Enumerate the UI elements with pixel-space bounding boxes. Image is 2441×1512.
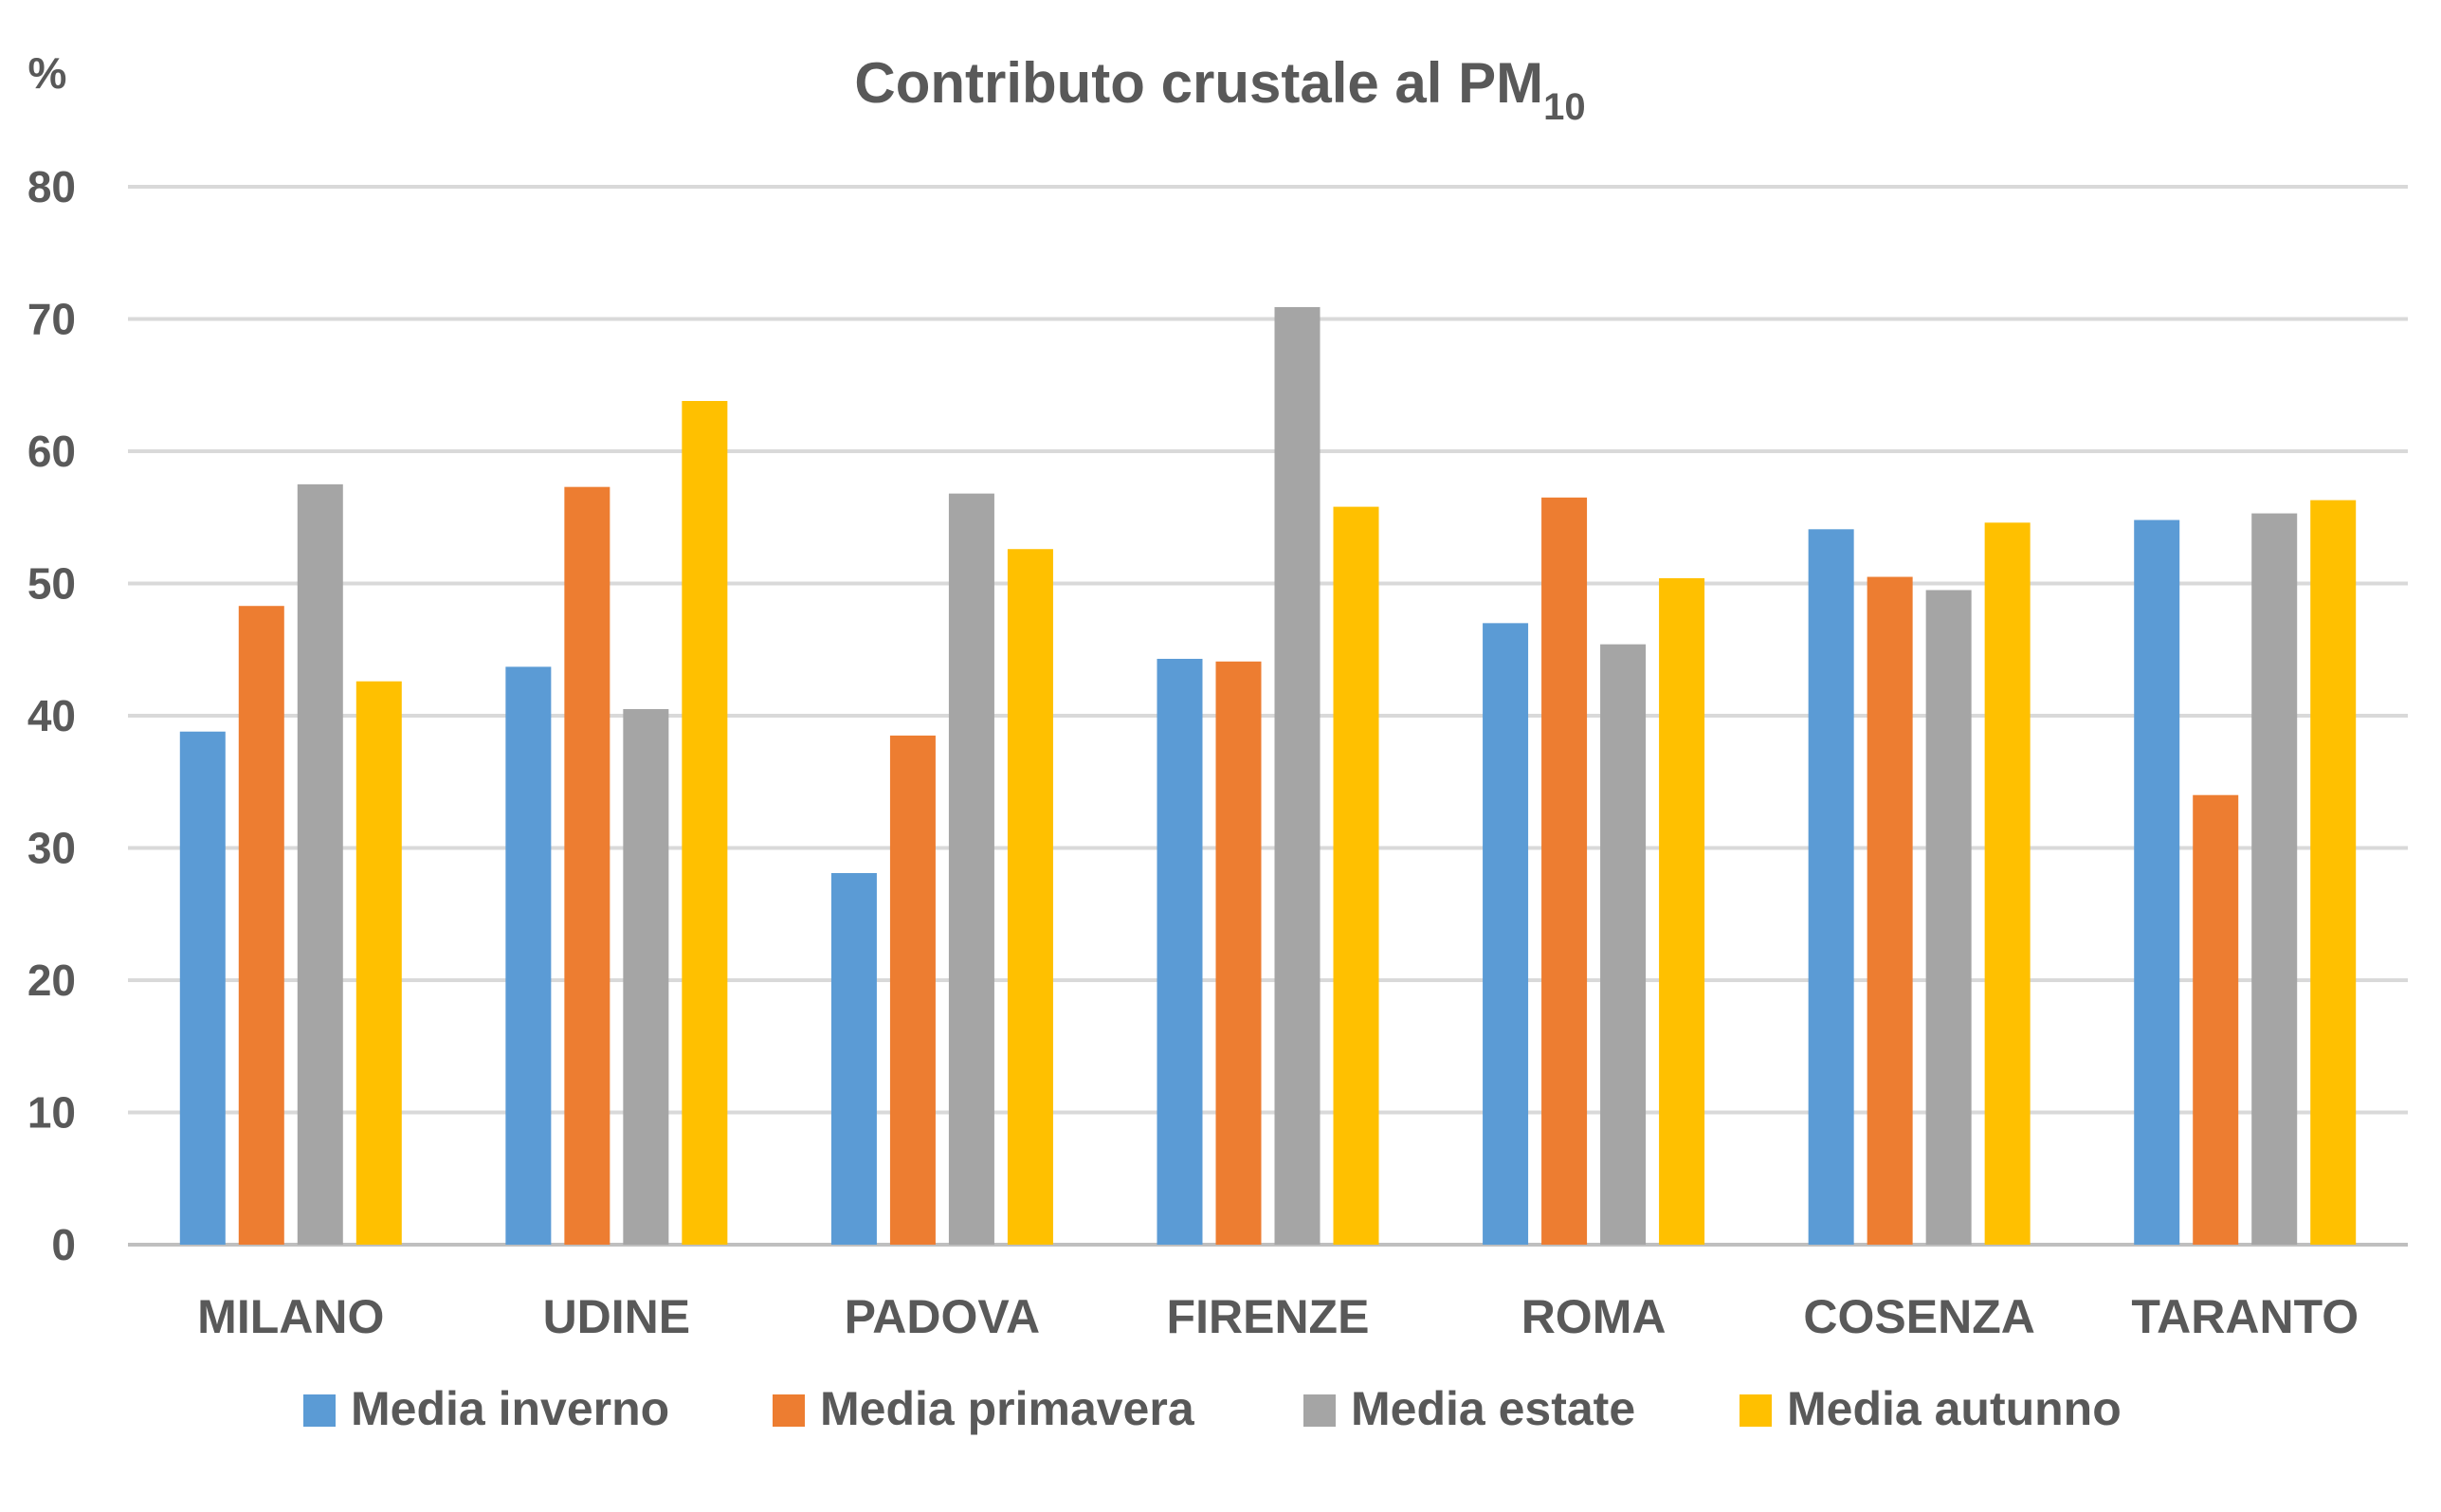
bar-media-autunno: [2310, 500, 2357, 1245]
bar-media-autunno: [1659, 577, 1705, 1245]
x-tick-labels: MILANO UDINE PADOVA FIRENZE ROMA COSENZA TARAN…: [197, 1290, 2359, 1343]
legend-label: Media inverno: [351, 1382, 669, 1435]
legend-swatch: [773, 1394, 805, 1427]
x-tick-label: ROMA: [1521, 1290, 1667, 1343]
x-tick-label: UDINE: [543, 1290, 691, 1343]
x-tick-label: TARANTO: [2131, 1290, 2359, 1343]
bar-media-primavera: [1215, 661, 1262, 1245]
y-tick-label: 20: [27, 956, 76, 1005]
bar-media-inverno: [1483, 623, 1529, 1245]
y-tick-label: 40: [27, 691, 76, 740]
bar-media-primavera: [238, 606, 284, 1245]
chart-title: Contributo crustale al PM10: [854, 51, 1585, 128]
y-tick-label: 50: [27, 559, 76, 609]
bar-media-estate: [1925, 590, 1972, 1245]
y-tick-label: 80: [27, 162, 76, 211]
bar-media-inverno: [2134, 519, 2180, 1245]
bar-media-inverno: [505, 666, 552, 1245]
y-tick-label: 70: [27, 295, 76, 344]
bar-media-primavera: [2193, 794, 2239, 1245]
bar-media-autunno: [1984, 522, 2031, 1245]
bar-media-estate: [1274, 306, 1321, 1245]
legend-label: Media primavera: [820, 1382, 1195, 1435]
bar-media-primavera: [889, 735, 936, 1245]
bar-media-estate: [2251, 513, 2298, 1245]
bars: [179, 306, 2357, 1245]
x-tick-label: FIRENZE: [1167, 1290, 1370, 1343]
bar-media-estate: [297, 483, 343, 1245]
bar-media-inverno: [830, 873, 877, 1245]
bar-media-inverno: [1157, 659, 1203, 1245]
legend-swatch: [1303, 1394, 1336, 1427]
chart-title-subscript: 10: [1543, 86, 1586, 128]
legend-label: Media estate: [1351, 1382, 1635, 1435]
bar-media-inverno: [1808, 529, 1854, 1245]
bar-media-estate: [1600, 644, 1647, 1245]
gridlines: [128, 185, 2408, 1247]
legend-label: Media autunno: [1787, 1382, 2122, 1435]
legend: Media inverno Media primavera Media estate…: [303, 1382, 2122, 1435]
bar-media-primavera: [1541, 497, 1588, 1245]
x-tick-label: COSENZA: [1803, 1290, 2034, 1343]
bar-media-autunno: [682, 400, 728, 1245]
legend-swatch: [1740, 1394, 1772, 1427]
y-axis-label: %: [28, 48, 67, 98]
y-tick-label: 60: [27, 427, 76, 476]
bar-media-estate: [948, 493, 994, 1245]
x-tick-label: MILANO: [197, 1290, 384, 1343]
y-tick-label: 10: [27, 1088, 76, 1138]
y-tick-labels: 0 10 20 30 40 50 60 70 80: [27, 162, 76, 1269]
x-tick-label: PADOVA: [845, 1290, 1041, 1343]
legend-swatch: [303, 1394, 336, 1427]
y-tick-label: 30: [27, 824, 76, 873]
chart-title-main: Contributo crustale al PM: [854, 51, 1543, 115]
bar-media-primavera: [1867, 576, 1913, 1245]
bar-media-autunno: [1007, 549, 1053, 1245]
bar-media-autunno: [355, 681, 402, 1245]
bar-media-primavera: [564, 486, 610, 1245]
bar-media-estate: [623, 709, 669, 1245]
bar-media-inverno: [179, 731, 226, 1245]
y-tick-label: 0: [51, 1220, 76, 1269]
bar-media-autunno: [1333, 506, 1379, 1245]
